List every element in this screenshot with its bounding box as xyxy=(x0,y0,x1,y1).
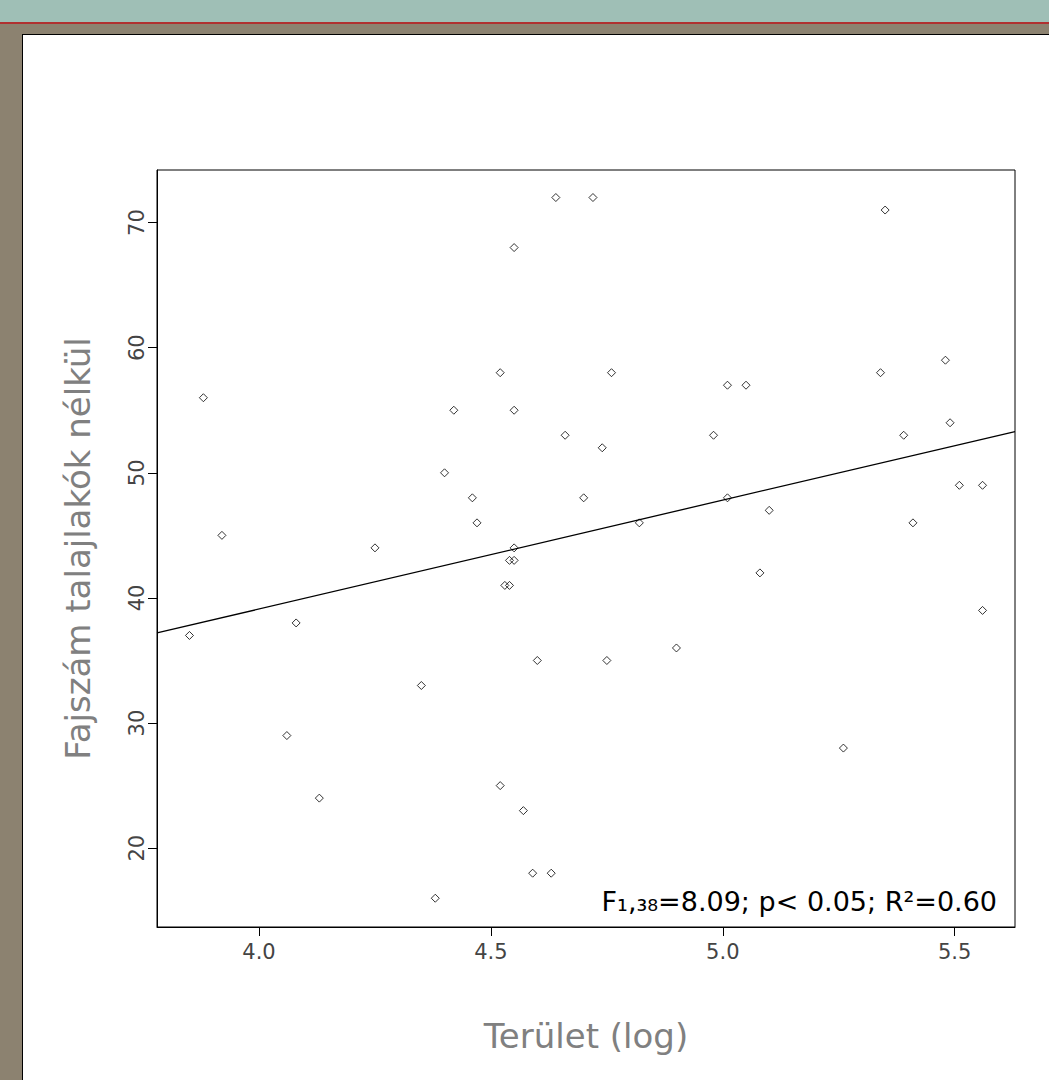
svg-text:60: 60 xyxy=(125,334,149,361)
svg-text:Fajszám talajlakók nélkül: Fajszám talajlakók nélkül xyxy=(58,337,98,760)
svg-text:5.5: 5.5 xyxy=(938,940,971,964)
svg-text:5.0: 5.0 xyxy=(706,940,739,964)
svg-text:F₁,₃₈=8.09; p< 0.05; R²=0.60: F₁,₃₈=8.09; p< 0.05; R²=0.60 xyxy=(602,886,997,917)
svg-text:30: 30 xyxy=(125,710,149,737)
svg-text:70: 70 xyxy=(125,209,149,236)
svg-text:Terület (log): Terület (log) xyxy=(483,1016,688,1056)
svg-text:4.5: 4.5 xyxy=(474,940,507,964)
svg-text:50: 50 xyxy=(125,459,149,486)
svg-text:4.0: 4.0 xyxy=(242,940,275,964)
svg-text:20: 20 xyxy=(125,835,149,862)
svg-text:40: 40 xyxy=(125,585,149,612)
